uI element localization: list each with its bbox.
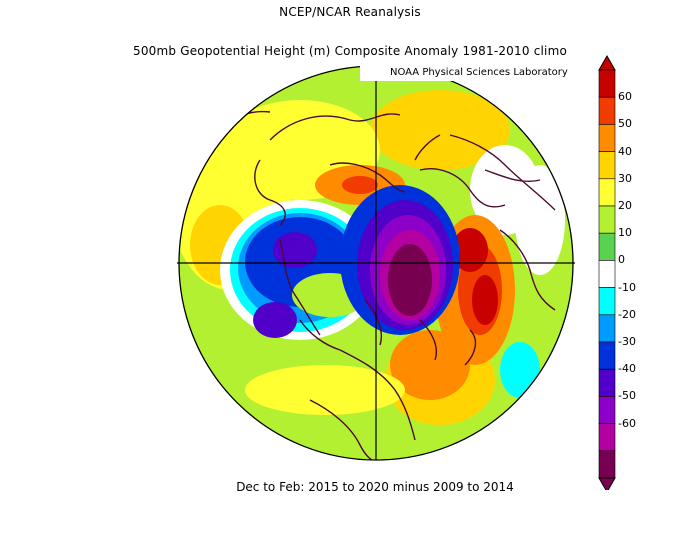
- colorbar-min-arrow: [598, 477, 616, 490]
- colorbar-swatch: [598, 287, 616, 316]
- coastlines: [229, 109, 556, 460]
- colorbar-tick-label: 0: [618, 253, 625, 267]
- colorbar-tick-label: -30: [618, 335, 636, 348]
- colorbar-swatch: [598, 368, 616, 397]
- title-line-2: 500mb Geopotential Height (m) Composite …: [132, 44, 568, 58]
- colorbar-swatch: [598, 314, 616, 343]
- colorbar-tick-label: 40: [618, 144, 632, 158]
- colorbar-tick-label: 60: [618, 90, 632, 104]
- colorbar-tick-label: 20: [618, 199, 632, 212]
- colorbar-tick-label: -40: [618, 362, 636, 376]
- colorbar-swatch: [598, 232, 616, 261]
- colorbar-tick-label: 30: [618, 171, 632, 185]
- colorbar-max-arrow: [598, 54, 616, 71]
- colorbar-tick-label: -10: [618, 280, 636, 294]
- colorbar: [598, 54, 616, 490]
- colorbar-swatch: [598, 450, 616, 479]
- colorbar-swatch: [598, 260, 616, 288]
- colorbar-swatch: [598, 96, 616, 125]
- colorbar-tick-label: -20: [618, 307, 636, 321]
- colorbar-swatch: [598, 205, 616, 234]
- colorbar-swatch: [598, 124, 616, 152]
- colorbar-tick-label: 10: [618, 226, 632, 240]
- colorbar-tick-label: -60: [618, 416, 636, 430]
- colorbar-tick-label: -50: [618, 389, 636, 403]
- credit-label: NOAA Physical Sciences Laboratory: [360, 65, 575, 81]
- title-line-1: NCEP/NCAR Reanalysis: [279, 5, 421, 19]
- colorbar-swatch: [598, 69, 616, 98]
- colorbar-swatch: [598, 423, 616, 452]
- anomaly-field: [179, 66, 573, 460]
- colorbar-swatch: [598, 341, 616, 370]
- colorbar-swatch: [598, 151, 616, 180]
- colorbar-swatch: [598, 396, 616, 424]
- colorbar-swatch: [598, 178, 616, 207]
- colorbar-tick-label: 50: [618, 117, 632, 131]
- footer-caption: Dec to Feb: 2015 to 2020 minus 2009 to 2…: [236, 480, 514, 494]
